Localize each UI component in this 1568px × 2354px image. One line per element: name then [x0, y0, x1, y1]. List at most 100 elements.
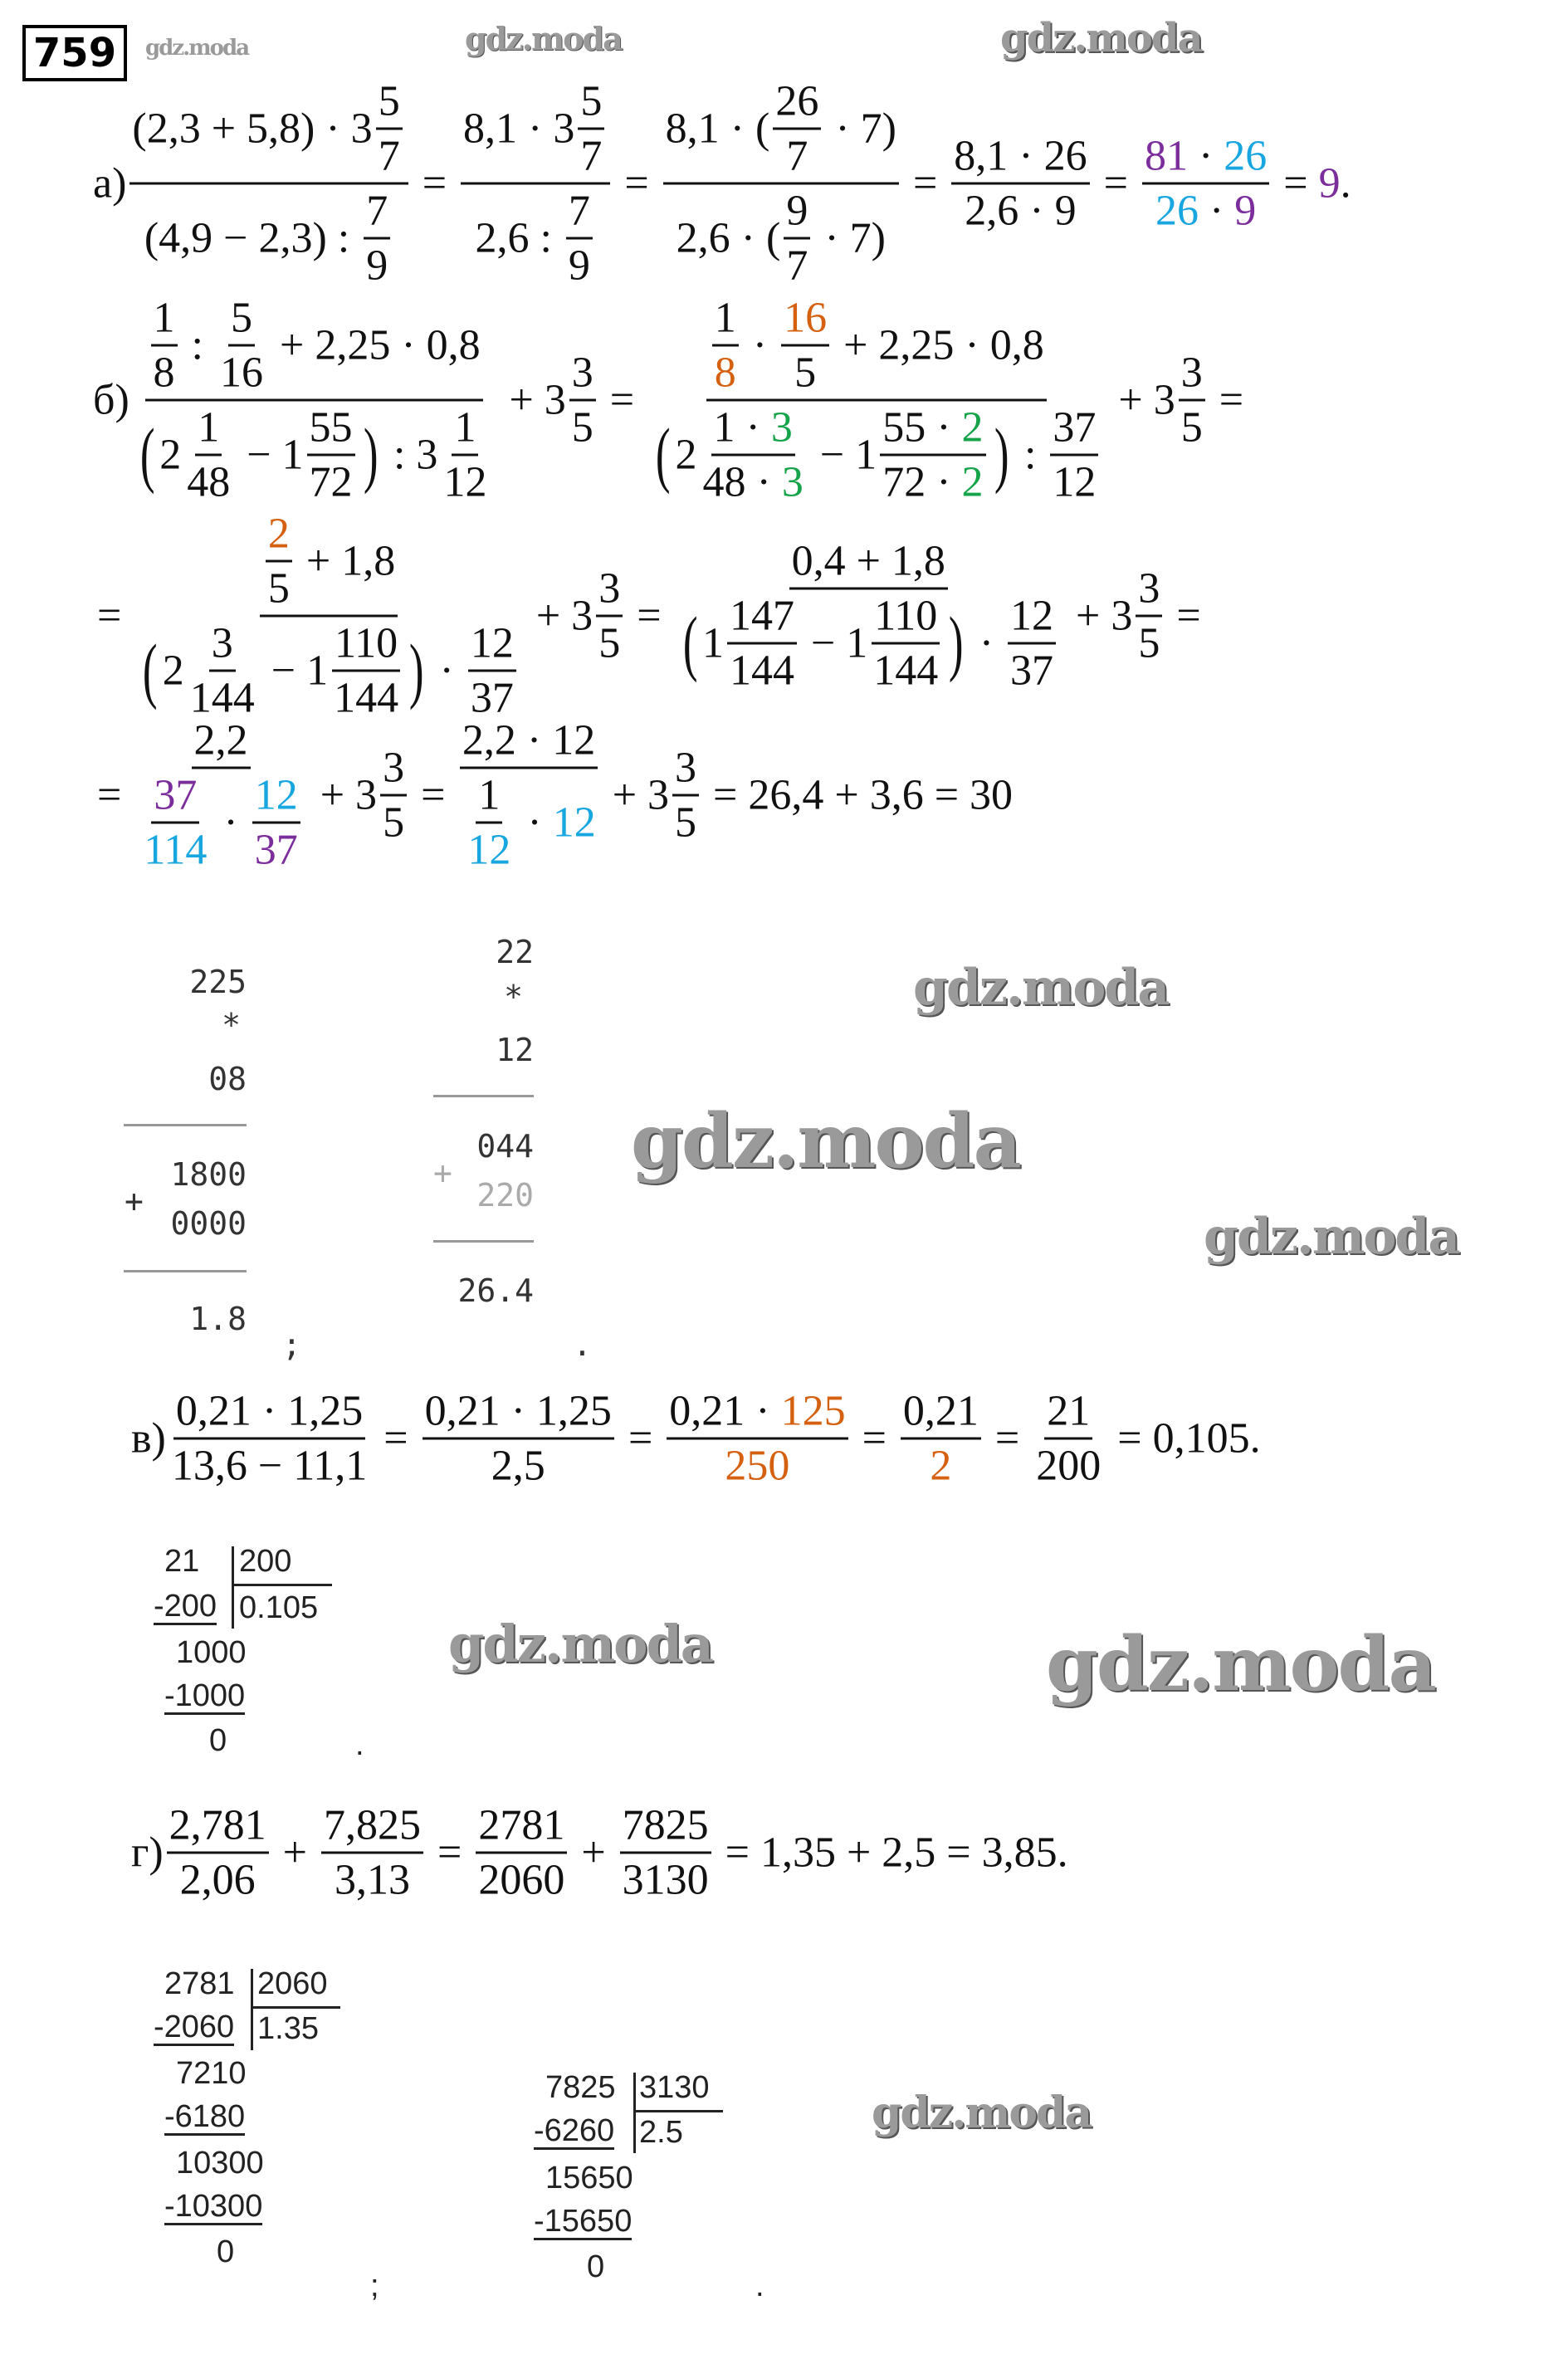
quotient: 0.105 — [239, 1590, 319, 1625]
math-text: 1 — [701, 619, 724, 667]
math-text: 37 — [1053, 403, 1097, 452]
math-text: 2,6 · ( — [676, 214, 781, 262]
math-text: 110 — [874, 592, 938, 640]
fraction: 0,21 · 125 250 — [667, 1387, 848, 1491]
math-text: (2,3 + 5,8) · 3 — [132, 105, 373, 153]
math-text: 2 — [675, 431, 697, 479]
math-text: = — [626, 592, 672, 640]
plus-sign: + — [125, 1183, 144, 1219]
denominator: (1 147 144 − 1 110 144) · 12 37 — [676, 590, 1062, 696]
partial-product: 0000 — [170, 1205, 247, 1242]
math-text: 144 — [873, 647, 939, 695]
factor: 225 — [189, 964, 247, 1000]
factor: 22 — [496, 934, 534, 970]
dividend: 2781 — [164, 1966, 235, 2001]
denominator: 7 — [376, 130, 403, 181]
divisor-line — [232, 1584, 332, 1586]
math-text: 5 — [598, 619, 621, 667]
numerator: 37 — [151, 771, 200, 824]
math-text: + 3 — [498, 376, 566, 424]
numerator: 0,21 · 1,25 — [173, 1387, 366, 1440]
numerator: 5 — [375, 77, 403, 130]
numerator: 3 — [569, 349, 596, 402]
denominator: 72 · 2 — [880, 457, 985, 507]
math-text: · 7) — [813, 214, 886, 262]
numerator: 3 — [208, 619, 236, 672]
denominator: 9 — [566, 240, 593, 291]
math-text: − 1 — [260, 647, 329, 695]
denominator: 144 — [871, 645, 940, 696]
math-text: = — [901, 159, 949, 208]
math-text: + 3 — [601, 771, 670, 819]
fraction: 37 12 — [1050, 403, 1099, 507]
divider — [433, 1095, 534, 1097]
denominator: 37 — [468, 672, 516, 723]
math-text: 37 — [1010, 647, 1054, 695]
math-text: 5 — [794, 349, 817, 397]
denominator: 250 — [722, 1440, 792, 1491]
numerator: 3 — [1178, 349, 1205, 402]
fraction: 12 37 — [1008, 592, 1057, 696]
fraction: 2,2 · 12 1 12 · 12 — [459, 716, 598, 875]
partial-product: 1800 — [170, 1156, 247, 1193]
left-paren: ( — [655, 413, 671, 496]
math-text: 16 — [220, 349, 263, 397]
numerator: 5 — [578, 77, 605, 130]
numerator: 3 — [380, 744, 408, 797]
math-text: = — [426, 1829, 473, 1877]
math-text: 3 — [383, 744, 405, 792]
fraction: 55 72 — [306, 403, 355, 507]
denominator: 3,13 — [332, 1854, 413, 1905]
fraction: 8,1 · 26 2,6 · 9 — [951, 132, 1090, 236]
math-text: 1 — [714, 294, 736, 342]
numerator: 81 · 26 — [1141, 132, 1270, 185]
math-text: 1 — [454, 403, 476, 452]
math-text: 8,1 · 3 — [463, 105, 575, 153]
fraction: 21 200 — [1033, 1387, 1103, 1491]
math-text: = — [1092, 159, 1139, 208]
math-text: 7,825 — [323, 1801, 421, 1849]
highlighted-number: 12 — [254, 771, 298, 819]
denominator: 3130 — [620, 1854, 711, 1905]
math-text: 5 — [231, 294, 252, 342]
math-text: + 3 — [309, 771, 378, 819]
equation-b: б) 1 8 : 5 16 + 2,25 · 0,8(2 1 48 − 1 55 72) : … — [93, 294, 1243, 507]
denominator: (2 1 · 3 48 · 3 − 1 55 · 2 72 · 2) : 37 12 — [648, 402, 1104, 507]
highlighted-number: 114 — [144, 826, 208, 874]
divider — [124, 1270, 247, 1272]
math-text: 2,2 — [193, 716, 248, 764]
math-text: 2 — [159, 431, 182, 479]
fraction: 1 48 — [184, 403, 232, 507]
math-text: 12 — [443, 458, 487, 506]
parenthesized-group: (2 1 48 − 1 55 72) — [135, 403, 383, 507]
equation-v: в) 0,21 · 1,25 13,6 − 11,1 = 0,21 · 1,25 2,… — [131, 1387, 1261, 1491]
math-text: = — [97, 592, 133, 640]
right-paren: ) — [994, 413, 1009, 496]
math-text: 5 — [383, 799, 405, 847]
math-text: 2060 — [478, 1856, 565, 1904]
math-text: 48 — [187, 458, 231, 506]
fraction: 8,1 · (26 7 · 7) 2,6 · (9 7 · 7) — [662, 77, 899, 291]
separator: ; — [282, 1326, 301, 1363]
denominator: 2,5 — [489, 1440, 548, 1491]
numerator: 1 — [476, 771, 503, 824]
math-text: 7 — [580, 132, 603, 180]
math-text: 5 — [1138, 619, 1160, 667]
denominator: 16 — [217, 347, 266, 398]
math-text: 13,6 − 11,1 — [171, 1442, 368, 1490]
denominator: 12 — [441, 457, 489, 507]
divider — [124, 1124, 247, 1126]
factor: 08 — [208, 1061, 247, 1097]
divisor: 2060 — [257, 1966, 328, 2001]
math-text: 7 — [568, 187, 590, 235]
numerator: 16 — [781, 294, 830, 347]
